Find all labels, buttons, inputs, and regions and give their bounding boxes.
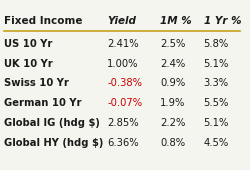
Text: 1.00%: 1.00% [107,59,139,69]
Text: Global HY (hdg $): Global HY (hdg $) [4,138,103,148]
Text: US 10 Yr: US 10 Yr [4,39,52,49]
Text: 1M %: 1M % [160,16,192,27]
Text: 1.9%: 1.9% [160,98,186,108]
Text: -0.07%: -0.07% [107,98,142,108]
Text: 5.1%: 5.1% [204,59,229,69]
Text: -0.38%: -0.38% [107,79,142,88]
Text: 3.3%: 3.3% [204,79,229,88]
Text: 2.41%: 2.41% [107,39,139,49]
Text: Swiss 10 Yr: Swiss 10 Yr [4,79,69,88]
Text: German 10 Yr: German 10 Yr [4,98,81,108]
Text: Yield: Yield [107,16,136,27]
Text: 0.8%: 0.8% [160,138,186,148]
Text: 2.85%: 2.85% [107,118,139,128]
Text: Fixed Income: Fixed Income [4,16,82,27]
Text: 6.36%: 6.36% [107,138,139,148]
Text: 2.4%: 2.4% [160,59,186,69]
Text: 5.8%: 5.8% [204,39,229,49]
Text: 2.5%: 2.5% [160,39,186,49]
Text: 0.9%: 0.9% [160,79,186,88]
Text: 5.5%: 5.5% [204,98,229,108]
Text: 4.5%: 4.5% [204,138,229,148]
Text: Global IG (hdg $): Global IG (hdg $) [4,118,100,128]
Text: 5.1%: 5.1% [204,118,229,128]
Text: 1 Yr %: 1 Yr % [204,16,241,27]
Text: UK 10 Yr: UK 10 Yr [4,59,52,69]
Text: 2.2%: 2.2% [160,118,186,128]
